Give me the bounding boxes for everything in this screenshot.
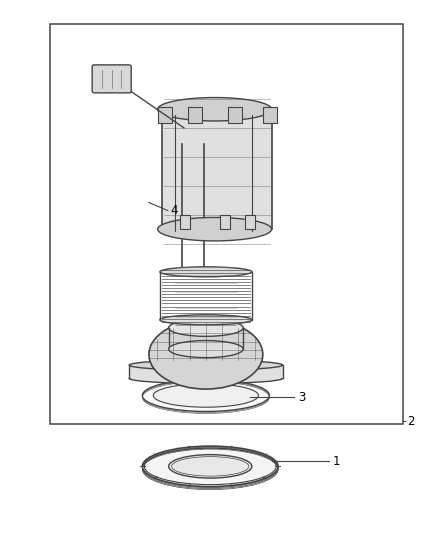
Ellipse shape [160, 267, 252, 277]
Text: 3: 3 [298, 391, 305, 403]
Ellipse shape [153, 384, 258, 407]
Bar [219, 215, 230, 229]
Ellipse shape [169, 455, 252, 478]
Bar [263, 107, 277, 123]
Ellipse shape [142, 379, 269, 411]
Bar [50, 24, 403, 424]
Bar [129, 365, 283, 378]
Ellipse shape [158, 98, 272, 121]
Ellipse shape [149, 320, 263, 389]
Bar [180, 215, 190, 229]
Ellipse shape [160, 315, 252, 325]
Ellipse shape [169, 341, 243, 358]
Ellipse shape [129, 360, 283, 370]
Ellipse shape [142, 446, 278, 487]
Ellipse shape [169, 319, 243, 336]
Text: 4: 4 [171, 204, 178, 217]
Bar [158, 107, 172, 123]
Text: 1: 1 [333, 455, 340, 467]
Ellipse shape [129, 374, 283, 383]
Text: 2: 2 [407, 415, 415, 427]
Bar [228, 107, 242, 123]
Bar [162, 109, 272, 229]
FancyBboxPatch shape [92, 65, 131, 93]
Ellipse shape [158, 217, 272, 241]
Bar [244, 215, 254, 229]
Bar [187, 107, 201, 123]
